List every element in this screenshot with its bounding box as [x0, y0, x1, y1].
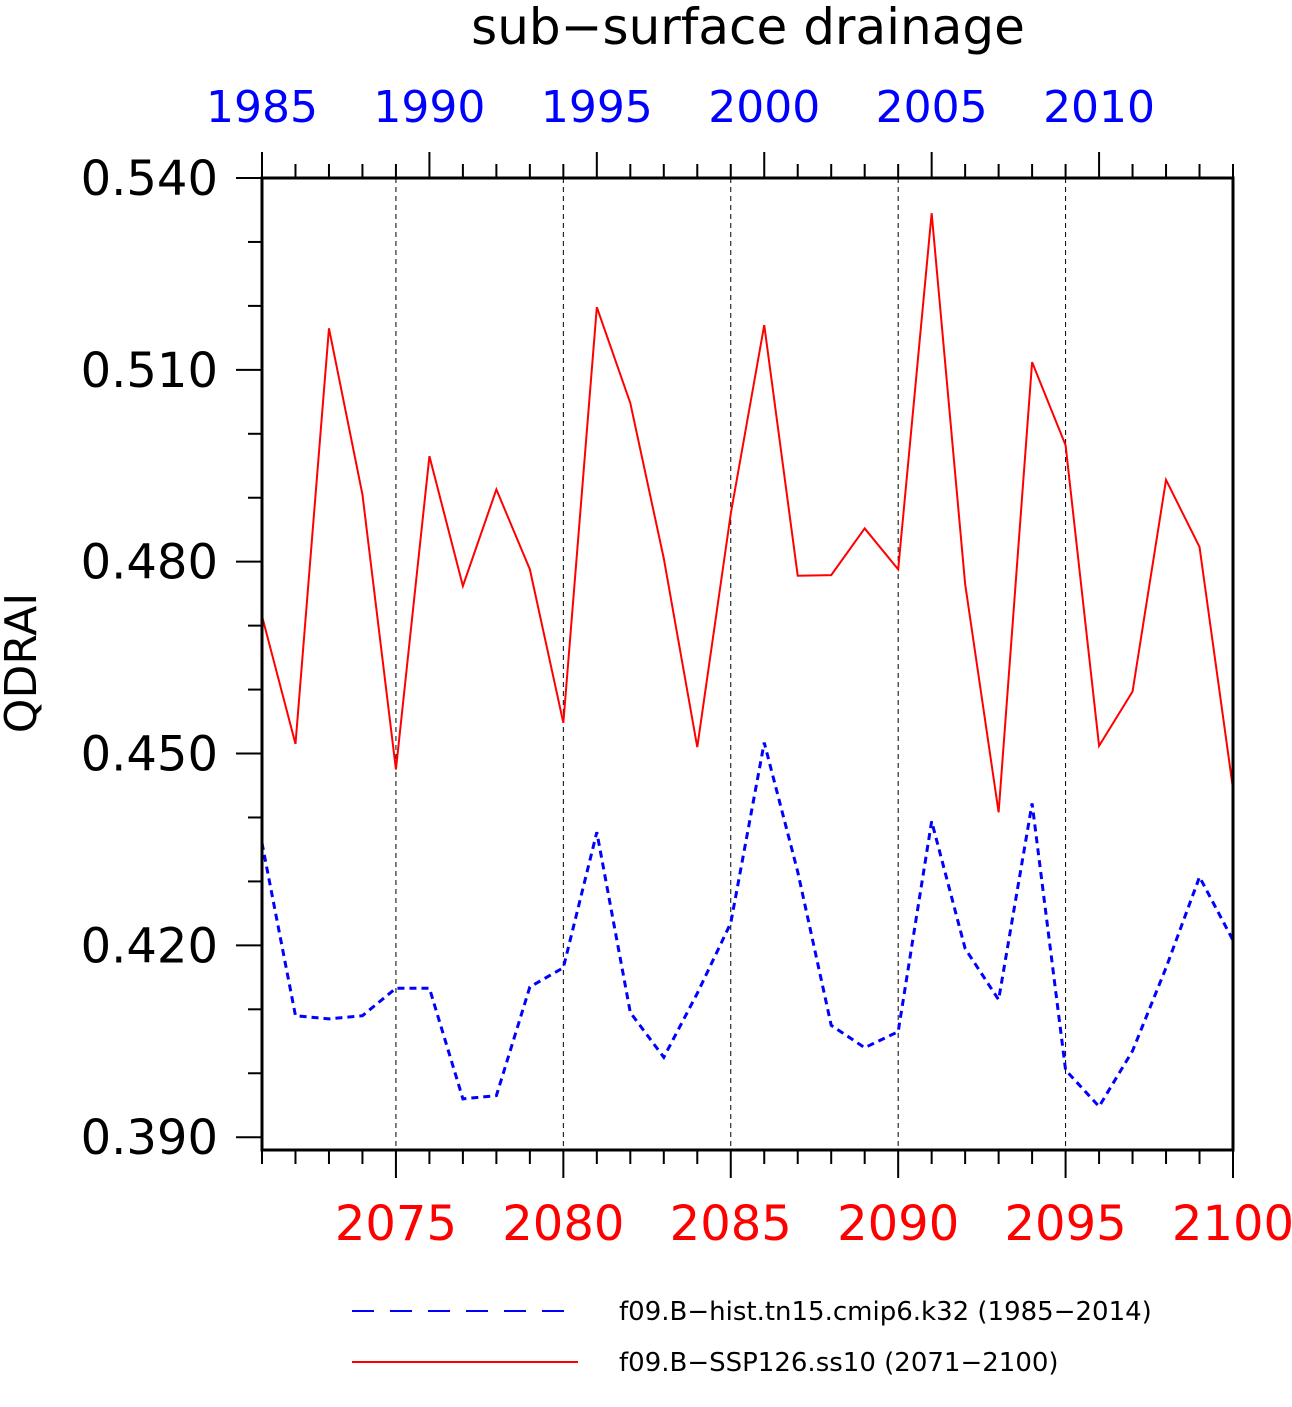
series-layer: [260, 213, 1235, 1110]
chart-title: sub−surface drainage: [471, 0, 1025, 56]
y-tick-label-0.510: 0.510: [81, 343, 218, 399]
x-top-tick-label-1990: 1990: [373, 82, 485, 133]
legend-label-hist: f09.B−hist.tn15.cmip6.k32 (1985−2014): [619, 1297, 1152, 1327]
y-tick-label-0.540: 0.540: [81, 151, 218, 207]
tick-labels: 0.390 0.420 0.450 0.480 0.510 0.540 2075 2080 20…: [81, 82, 1292, 1252]
x-top-tick-label-2000: 2000: [708, 82, 820, 133]
x-bottom-tick-label-2080: 2080: [502, 1196, 624, 1252]
y-tick-label-0.450: 0.450: [81, 727, 218, 783]
x-top-tick-label-2010: 2010: [1043, 82, 1155, 133]
series-line-1: [261, 213, 1234, 813]
y-tick-label-0.390: 0.390: [81, 1110, 218, 1166]
series-line-0: [260, 742, 1235, 1110]
x-bottom-tick-label-2095: 2095: [1005, 1196, 1127, 1252]
legend: f09.B−hist.tn15.cmip6.k32 (1985−2014) f0…: [352, 1297, 1152, 1378]
y-tick-label-0.480: 0.480: [81, 535, 218, 591]
grid-lines: [395, 178, 1067, 1150]
legend-label-ssp: f09.B−SSP126.ss10 (2071−2100): [619, 1348, 1059, 1378]
y-tick-label-0.420: 0.420: [81, 918, 218, 974]
x-bottom-tick-label-2100: 2100: [1172, 1196, 1292, 1252]
x-top-tick-label-1985: 1985: [206, 82, 318, 133]
y-axis-label: QDRAI: [0, 593, 47, 733]
x-bottom-tick-label-2075: 2075: [335, 1196, 457, 1252]
x-top-tick-label-1995: 1995: [541, 82, 653, 133]
plot-frame: [260, 176, 1235, 1152]
x-bottom-tick-label-2090: 2090: [837, 1196, 959, 1252]
x-top-tick-label-2005: 2005: [876, 82, 988, 133]
x-bottom-tick-label-2085: 2085: [670, 1196, 792, 1252]
axes: [236, 152, 1235, 1178]
